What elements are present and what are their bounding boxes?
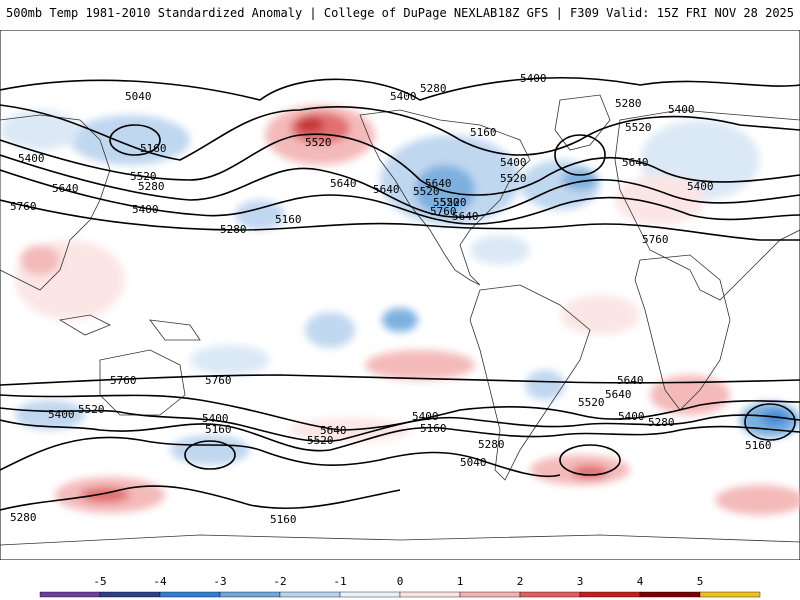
colorbar-swatch: [699, 591, 761, 598]
map-title: 500mb Temp 1981-2010 Standardized Anomal…: [6, 6, 498, 20]
contour-label: 5280: [478, 438, 505, 451]
contour-label: 5280: [220, 223, 247, 236]
contour-label: 5400: [18, 152, 45, 165]
contour-label: 5520: [500, 172, 527, 185]
contour-label: 5520: [78, 403, 105, 416]
contour-label: 5760: [10, 200, 37, 213]
contour-label: 5280: [420, 82, 447, 95]
colorbar-tick-label: 5: [697, 575, 704, 588]
colorbar-tick-label: 4: [637, 575, 644, 588]
contour-label: 5760: [642, 233, 669, 246]
colorbar-tick-label: -2: [273, 575, 286, 588]
colorbar-swatch: [279, 591, 341, 598]
contour-label: 5520: [433, 196, 460, 209]
contour-label: 5400: [618, 410, 645, 423]
contour-label: 5640: [452, 210, 479, 223]
header: 500mb Temp 1981-2010 Standardized Anomal…: [0, 0, 800, 30]
colorbar-swatch: [99, 591, 161, 598]
contour-label: 5400: [668, 103, 695, 116]
contour-label: 5280: [10, 511, 37, 524]
contour-label: 5640: [617, 374, 644, 387]
colorbar-swatch: [39, 591, 101, 598]
colorbar-tick-label: -3: [213, 575, 226, 588]
contour-label: 5160: [270, 513, 297, 526]
colorbar-tick-label: 2: [517, 575, 524, 588]
colorbar-swatch: [339, 591, 401, 598]
colorbar-tick-label: -1: [333, 575, 346, 588]
colorbar-tick-label: 0: [397, 575, 404, 588]
contour-label: 5640: [425, 177, 452, 190]
colorbar: -5 -4 -3 -2 -1 0 1 2 3 4 5: [39, 575, 761, 598]
colorbar-tick-label: -5: [93, 575, 106, 588]
contour-label: 5400: [132, 203, 159, 216]
colorbar-swatch: [459, 591, 521, 598]
contour-label: 5160: [205, 423, 232, 436]
contour-label: 5520: [305, 136, 332, 149]
contour-label: 5160: [140, 142, 167, 155]
colorbar-swatch: [219, 591, 281, 598]
contour-label: 5400: [687, 180, 714, 193]
anomaly-shading: [0, 105, 800, 515]
colorbar-tick-label: 1: [457, 575, 464, 588]
contour-label: 5280: [615, 97, 642, 110]
contour-label: 5040: [125, 90, 152, 103]
contour-label: 5640: [605, 388, 632, 401]
colorbar-ticks: -5 -4 -3 -2 -1 0 1 2 3 4 5: [93, 575, 703, 588]
model-run-label: 18Z GFS | F309 Valid: 15Z FRI NOV 28 202…: [497, 6, 794, 20]
contour-label: 5640: [52, 182, 79, 195]
colorbar-swatch: [519, 591, 581, 598]
colorbar-swatch: [159, 591, 221, 598]
contour-label: 5760: [430, 205, 457, 218]
contour-label: 5760: [205, 374, 232, 387]
contour-label: 5160: [745, 439, 772, 452]
contour-label: 5160: [275, 213, 302, 226]
contour-label: 5520: [578, 396, 605, 409]
contour-label: 5520: [307, 434, 334, 447]
colorbar-tick-label: -4: [153, 575, 167, 588]
contour-label: 5400: [500, 156, 527, 169]
contour-label: 5280: [138, 180, 165, 193]
contour-label: 5640: [320, 424, 347, 437]
contour-label: 5400: [48, 408, 75, 421]
contour-label: 5520: [625, 121, 652, 134]
contour-label: 5400: [390, 90, 417, 103]
contour-label: 5760: [110, 374, 137, 387]
contour-label-group: 5040 5160 5280 5400 5520 5640 5760 5400 …: [10, 72, 772, 526]
colorbar-swatch: [399, 591, 461, 598]
contour-label: 5640: [330, 177, 357, 190]
colorbar-swatch: [579, 591, 641, 598]
contour-label: 5160: [470, 126, 497, 139]
colorbar-tick-label: 3: [577, 575, 584, 588]
height-contours: [0, 77, 800, 511]
colorbar-swatch: [639, 591, 701, 598]
colorbar-swatches: [39, 591, 761, 598]
contour-label: 5040: [460, 456, 487, 469]
coastlines: [0, 94, 800, 546]
contour-label: 5520: [413, 185, 440, 198]
contour-label: 5640: [373, 183, 400, 196]
contour-label: 5280: [648, 416, 675, 429]
world-map: 5040 5160 5280 5400 5520 5640 5760 5400 …: [0, 30, 800, 560]
contour-label: 5160: [420, 422, 447, 435]
contour-label: 5520: [440, 196, 467, 209]
contour-label: 5400: [202, 412, 229, 425]
contour-label: 5520: [130, 170, 157, 183]
contour-label: 5400: [412, 410, 439, 423]
contour-label: 5640: [622, 156, 649, 169]
contour-label: 5400: [520, 72, 547, 85]
